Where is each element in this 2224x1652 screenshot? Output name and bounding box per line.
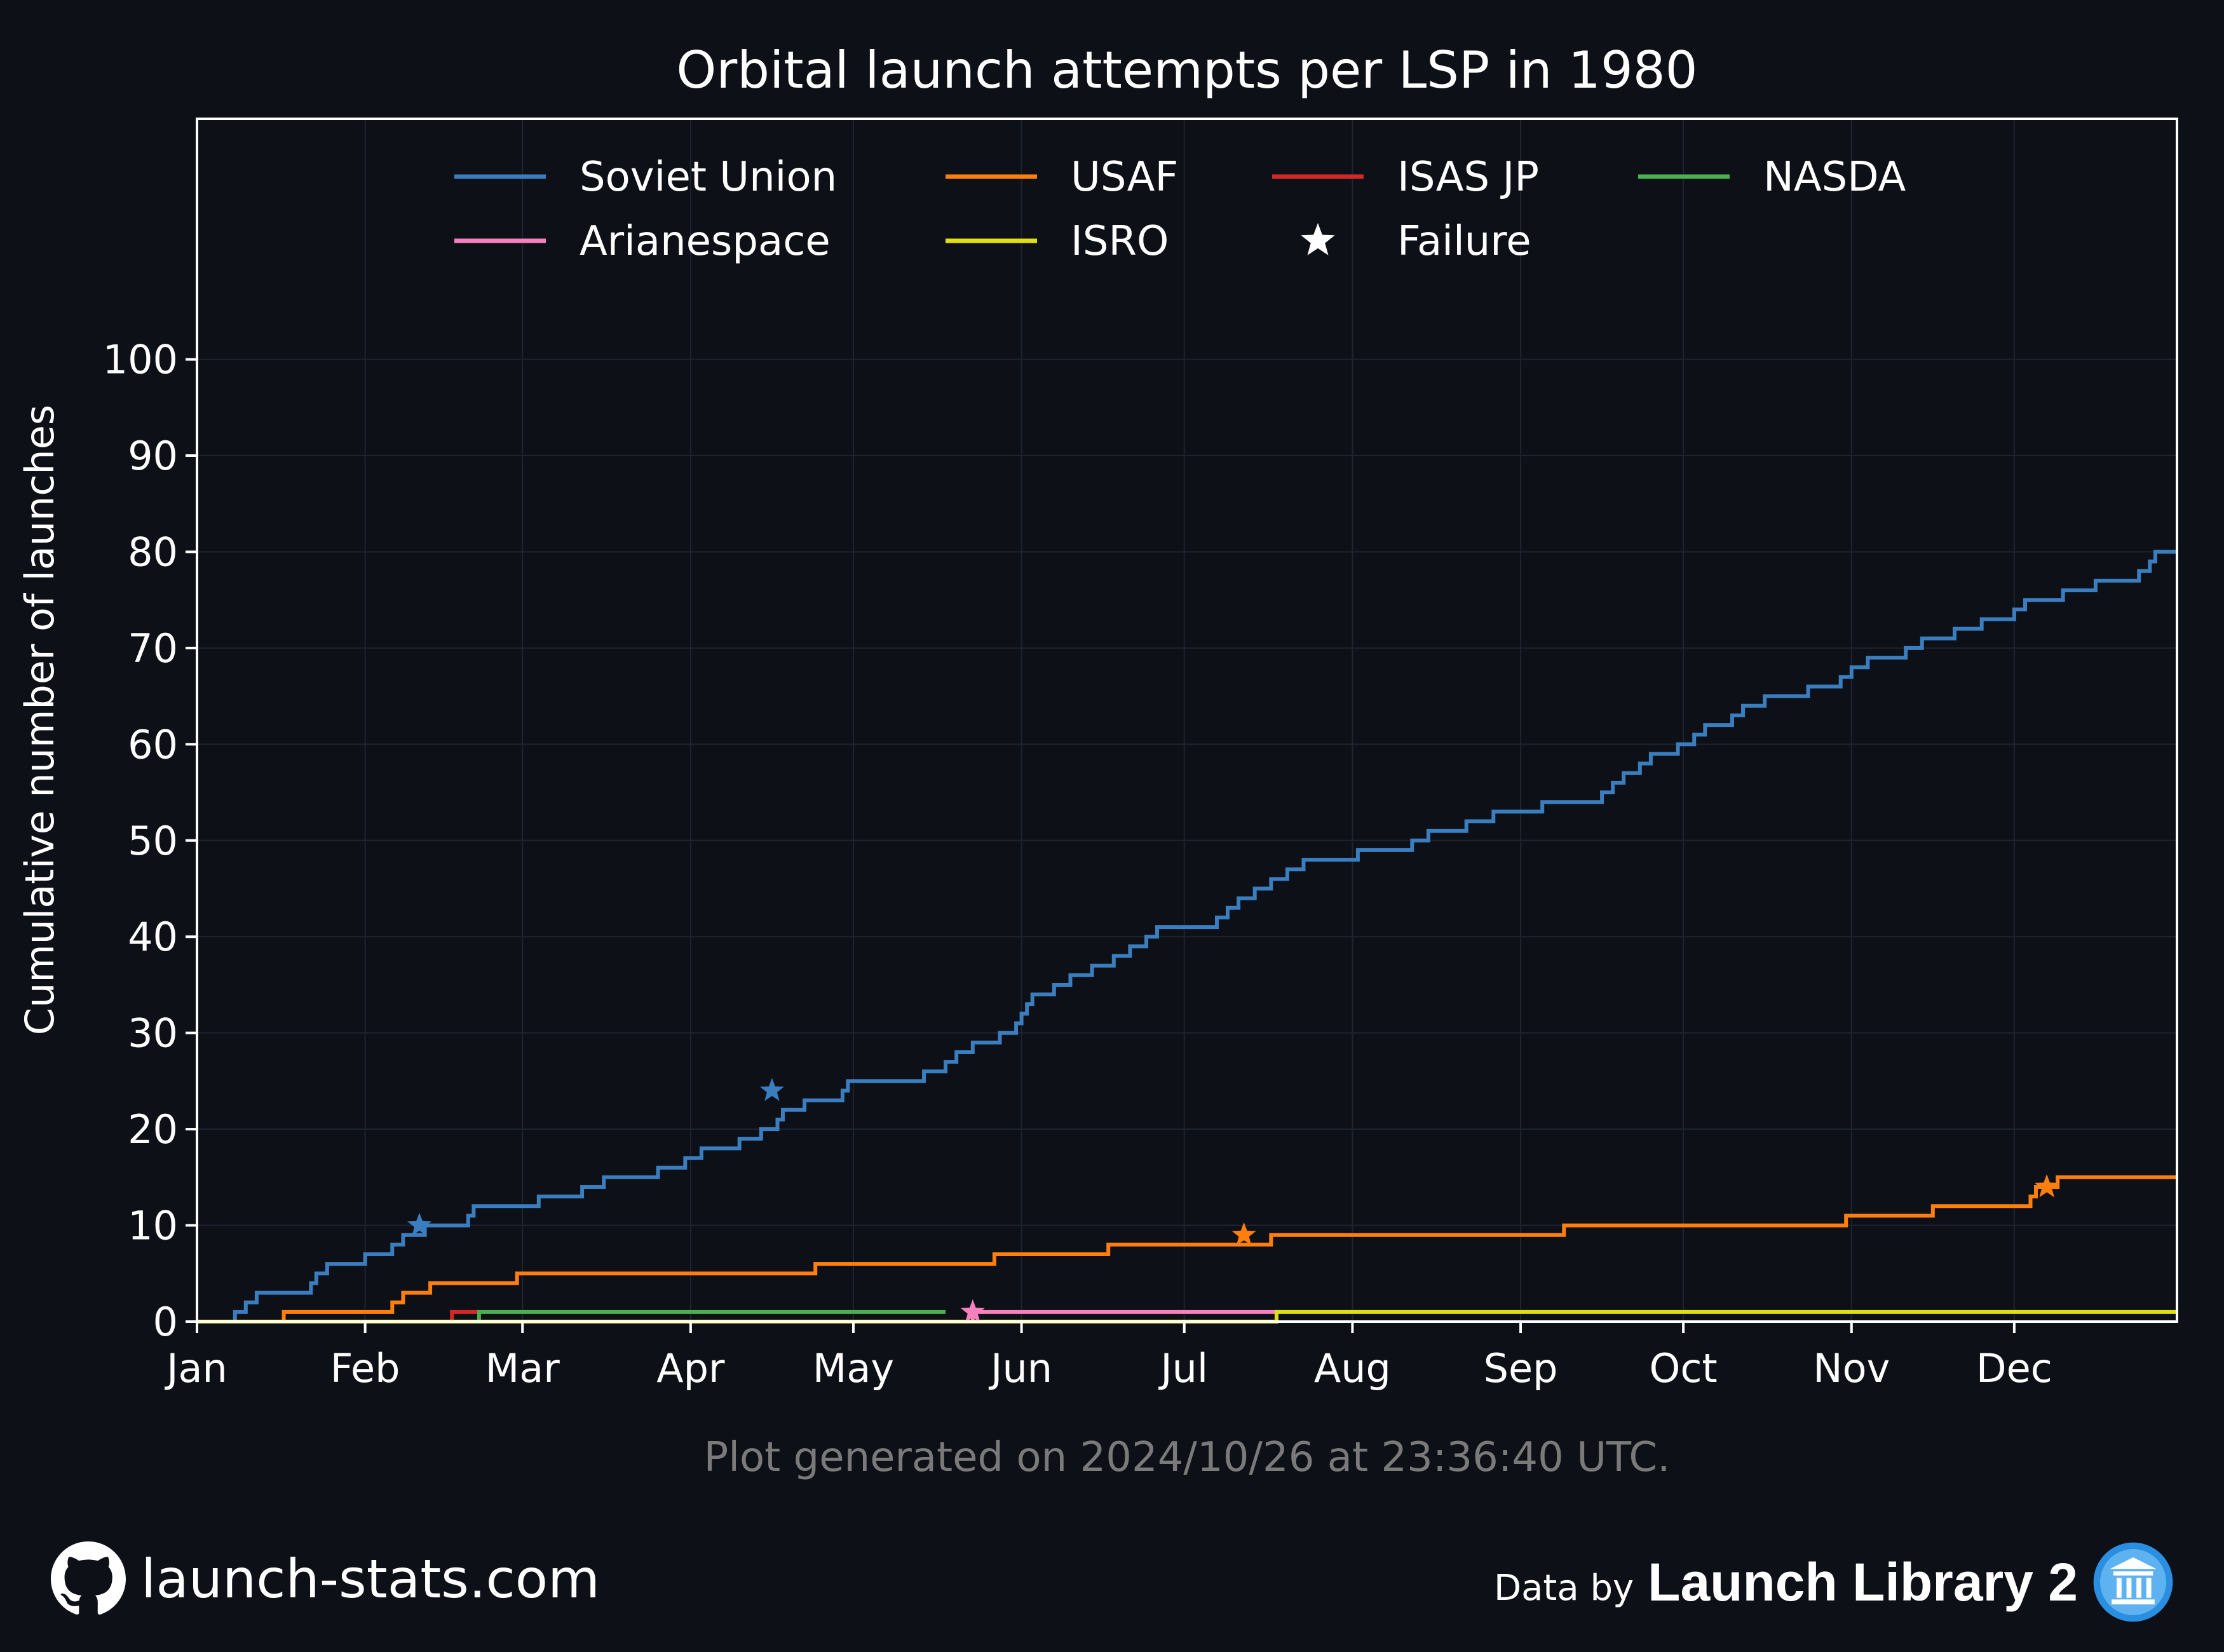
failure-markers <box>407 1078 2059 1322</box>
y-tick-label: 60 <box>128 721 178 768</box>
y-tick-label: 80 <box>128 529 178 575</box>
x-tick-label: Jul <box>1158 1345 1208 1391</box>
failure-marker-soviet-union <box>407 1212 431 1236</box>
x-tick-label: Dec <box>1976 1345 2052 1391</box>
plot-background <box>197 119 2177 1322</box>
chart-title: Orbital launch attempts per LSP in 1980 <box>676 41 1697 100</box>
legend-label-isas-jp: ISAS JP <box>1397 154 1539 201</box>
github-icon <box>51 1541 126 1615</box>
y-tick-label: 0 <box>153 1299 178 1345</box>
legend-label-isro: ISRO <box>1071 218 1169 265</box>
launch-library-icon <box>2093 1542 2173 1622</box>
series-line-soviet-union <box>197 550 2177 1324</box>
y-tick-label: 40 <box>128 914 178 960</box>
y-tick-label: 50 <box>128 818 178 864</box>
site-link[interactable]: launch-stats.com <box>141 1548 600 1610</box>
y-tick-label: 100 <box>103 337 178 383</box>
legend-label-arianespace: Arianespace <box>580 218 831 265</box>
x-tick-label: Jan <box>164 1345 227 1391</box>
failure-marker-soviet-union <box>759 1078 784 1101</box>
generated-note: Plot generated on 2024/10/26 at 23:36:40… <box>704 1434 1671 1481</box>
legend-label-soviet-union: Soviet Union <box>580 154 837 201</box>
y-tick-label: 30 <box>128 1010 178 1057</box>
data-by-label: Data by <box>1493 1567 1634 1609</box>
series-line-usaf <box>197 1175 2177 1324</box>
x-axis: Jan Feb Mar Apr May Jun Jul Aug Sep Oct Nov Dec <box>164 1322 2052 1391</box>
y-tick-label: 70 <box>128 625 178 672</box>
y-tick-label: 20 <box>128 1106 178 1153</box>
x-tick-label: May <box>813 1345 894 1391</box>
legend: Soviet Union USAF ISAS JP NASDA Arianespace I… <box>454 154 1906 265</box>
y-axis-label: Cumulative number of launches <box>17 405 63 1035</box>
legend-label-nasda: NASDA <box>1763 154 1906 201</box>
plot-frame <box>196 118 2178 1323</box>
footer-source: Data by Launch Library 2 <box>1493 1542 2174 1622</box>
legend-failure-icon <box>1301 223 1335 255</box>
x-tick-label: Jun <box>988 1345 1052 1391</box>
legend-label-failure: Failure <box>1397 218 1531 265</box>
x-tick-label: Sep <box>1484 1345 1558 1391</box>
failure-marker-usaf <box>1231 1222 1256 1245</box>
footer-site[interactable]: launch-stats.com <box>51 1541 600 1615</box>
x-tick-label: Oct <box>1650 1345 1718 1391</box>
failure-marker-usaf <box>2035 1174 2059 1198</box>
y-tick-label: 90 <box>128 433 178 479</box>
failure-marker-arianespace <box>960 1299 985 1322</box>
x-tick-label: Nov <box>1813 1345 1890 1391</box>
source-name[interactable]: Launch Library 2 <box>1648 1552 2078 1612</box>
y-axis: 0 10 20 30 40 50 60 70 80 90 100 <box>103 337 197 1345</box>
x-tick-label: Aug <box>1314 1345 1391 1391</box>
x-tick-label: Apr <box>656 1345 725 1391</box>
legend-label-usaf: USAF <box>1071 154 1178 201</box>
x-tick-label: Mar <box>485 1345 560 1391</box>
x-tick-label: Feb <box>330 1345 400 1391</box>
y-tick-label: 10 <box>128 1203 178 1249</box>
